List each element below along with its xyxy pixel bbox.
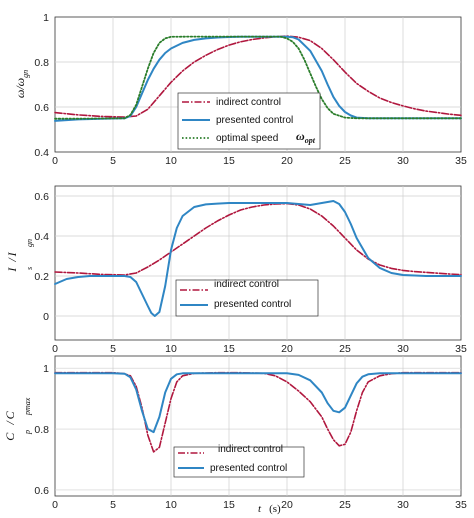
legend-current: indirect control presented control: [175, 279, 319, 317]
y-tick-label: 0: [43, 311, 49, 323]
x-tick-label: 15: [223, 499, 235, 511]
y-axis-label-speed: ω/ωgn: [13, 70, 30, 98]
tick-labels-speed: 0 5 10 15 20 25 30 35 0.4 0.6 0.8 1: [34, 12, 467, 167]
legend-label-presented: presented control: [214, 299, 291, 310]
y-axis-sub-gn: gn: [25, 239, 34, 247]
panel-current: 0 5 10 15 20 25 30 35 0 0.2 0.4 0.6 I/I s gn indire…: [5, 185, 467, 355]
series-lines-speed: [54, 35, 462, 122]
legend-box: [173, 446, 305, 478]
legend-label-optimal: optimal speed: [216, 133, 278, 144]
legend-label-indirect: indirect control: [218, 444, 283, 455]
tick-labels-cp: 0 5 10 15 20 25 30 35 0.6 0.8 1: [34, 363, 467, 511]
y-tick-label: 1: [43, 12, 49, 24]
x-tick-label: 30: [397, 343, 409, 355]
x-tick-label: 15: [223, 343, 235, 355]
x-axis-label: t (s): [258, 503, 281, 515]
legend-label-indirect: indirect control: [214, 279, 279, 290]
y-axis-sub-p: p: [23, 430, 32, 435]
series-line-presented-control: [54, 372, 462, 434]
y-tick-label: 0.6: [34, 191, 49, 203]
x-tick-label: 0: [52, 343, 58, 355]
series-line-indirect-control: [54, 371, 462, 453]
x-tick-label: 5: [110, 499, 116, 511]
series-line-optimal-speed: [54, 35, 462, 120]
x-tick-label: 10: [165, 155, 177, 167]
y-tick-label: 0.4: [34, 231, 49, 243]
x-tick-label: 30: [397, 499, 409, 511]
x-tick-label: 15: [223, 155, 235, 167]
y-axis-sub-pmax: pmax: [23, 397, 32, 416]
y-axis-sub-s: s: [25, 267, 34, 270]
y-tick-label: 0.4: [34, 147, 49, 159]
x-tick-label: 0: [52, 499, 58, 511]
panel-speed: 0 5 10 15 20 25 30 35 0.4 0.6 0.8 1 ω/ωgn indirect …: [13, 12, 467, 167]
x-tick-label: 35: [455, 155, 467, 167]
x-tick-label: 35: [455, 499, 467, 511]
x-tick-label: 5: [110, 155, 116, 167]
x-tick-label: 20: [281, 155, 293, 167]
x-tick-label: 25: [339, 499, 351, 511]
x-tick-label: 25: [339, 155, 351, 167]
legend-speed: indirect control presented control optim…: [177, 92, 321, 150]
y-tick-label: 1: [43, 363, 49, 375]
legend-label-indirect: indirect control: [216, 97, 281, 108]
y-tick-label: 0.6: [34, 485, 49, 497]
x-tick-label: 25: [339, 343, 351, 355]
x-tick-label: 0: [52, 155, 58, 167]
x-tick-label: 5: [110, 343, 116, 355]
y-tick-label: 0.8: [34, 57, 49, 69]
tick-labels-current: 0 5 10 15 20 25 30 35 0 0.2 0.4 0.6: [34, 191, 467, 355]
series-lines-cp: [54, 371, 462, 453]
annotation-omega-opt: ωopt: [296, 129, 316, 145]
y-axis-label-cp: C/C: [3, 410, 17, 440]
y-tick-label: 0.6: [34, 102, 49, 114]
legend-label-presented: presented control: [210, 463, 287, 474]
y-tick-label: 0.8: [34, 424, 49, 436]
legend-cp: indirect control presented control: [173, 444, 305, 478]
x-tick-label: 20: [281, 499, 293, 511]
series-line-presented-control: [54, 200, 462, 317]
x-tick-label: 10: [165, 499, 177, 511]
x-tick-label: 30: [397, 155, 409, 167]
y-tick-label: 0.2: [34, 271, 49, 283]
x-tick-label: 20: [281, 343, 293, 355]
legend-box: [175, 279, 319, 317]
x-tick-label: 10: [165, 343, 177, 355]
series-lines-current: [54, 200, 462, 317]
x-tick-label: 35: [455, 343, 467, 355]
legend-label-presented: presented control: [216, 115, 293, 126]
y-axis-label-current: I/I: [5, 251, 19, 272]
plot-area-current: [54, 185, 462, 341]
grid-speed: [55, 17, 461, 152]
panel-power-coefficient: 0 5 10 15 20 25 30 35 0.6 0.8 1 C/C p pmax indirec…: [3, 355, 467, 511]
